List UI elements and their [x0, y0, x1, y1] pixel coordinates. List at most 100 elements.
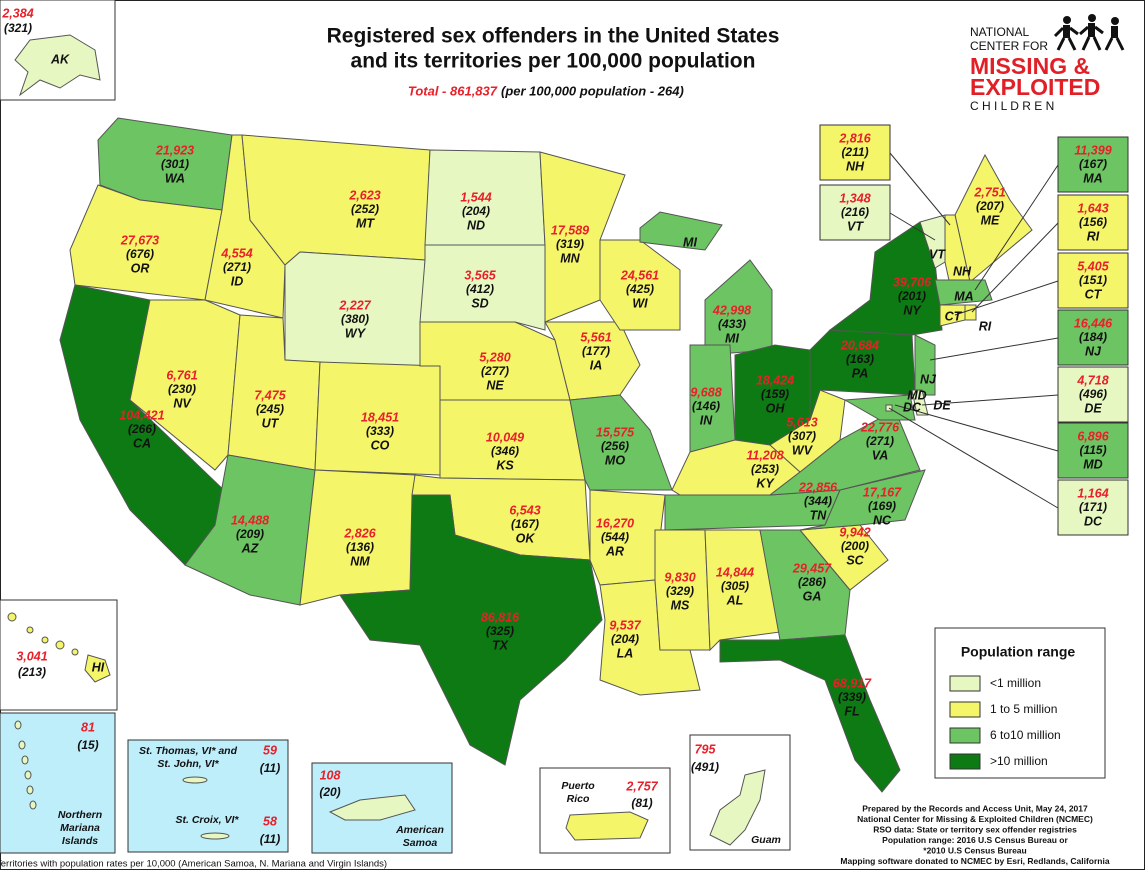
state-rate: (307)	[788, 429, 816, 443]
leader-line	[889, 152, 951, 226]
state-count: 22,776	[860, 420, 900, 434]
state-abbr: MN	[560, 251, 580, 265]
territory-rate: (491)	[691, 760, 719, 774]
state-rate: (271)	[866, 434, 894, 448]
state-rate: (496)	[1079, 387, 1107, 401]
state-rate: (213)	[18, 665, 46, 679]
legend-title: Population range	[961, 644, 1076, 660]
state-abbr: NM	[350, 554, 370, 568]
state-count: 15,575	[596, 425, 635, 439]
state-rate: (211)	[841, 145, 868, 159]
credit-line: Population range: 2016 U.S Census Bureau…	[882, 835, 1068, 845]
logo-text: EXPLOITED	[970, 74, 1100, 100]
state-rate: (339)	[838, 690, 866, 704]
state-count: 68,917	[833, 676, 872, 690]
legend-swatch	[949, 727, 981, 744]
state-count: 29,457	[792, 561, 832, 575]
leader-line	[929, 337, 1059, 361]
territory-name: Samoa	[403, 837, 438, 849]
legend: Population range <1 million 1 to 5 million…	[934, 627, 1106, 779]
state-abbr: MI	[683, 235, 697, 249]
footnote: Territories with population rates per 10…	[0, 859, 387, 870]
state-count: 6,761	[166, 368, 197, 382]
state	[939, 304, 966, 327]
legend-label: 6 to10 million	[990, 728, 1061, 742]
state-abbr: GA	[803, 589, 822, 603]
title-line: Registered sex offenders in the United S…	[327, 25, 780, 48]
state-abbr: FL	[844, 704, 859, 718]
state-count: 9,830	[664, 570, 695, 584]
state-abbr: MO	[605, 453, 625, 467]
state	[84, 654, 111, 683]
state-abbr: NJ	[1085, 344, 1102, 358]
state-abbr: MS	[671, 598, 690, 612]
state-count: 16,446	[1074, 316, 1113, 330]
logo-text: MISSING &	[970, 53, 1090, 79]
state-abbr: VT	[847, 219, 864, 233]
state	[719, 634, 901, 793]
state-abbr: ND	[467, 218, 485, 232]
callout-box	[819, 124, 891, 181]
state-count: 5,561	[580, 330, 611, 344]
state-count: 39,706	[893, 275, 932, 289]
logo-text: C H I L D R E N	[970, 99, 1054, 113]
state-rate: (321)	[4, 21, 32, 35]
island	[26, 626, 34, 634]
territory-name: Islands	[62, 835, 98, 847]
state-rate: (230)	[168, 382, 196, 396]
leader-line	[888, 407, 1059, 509]
island	[565, 811, 649, 841]
territory-rate: (11)	[260, 832, 280, 846]
state-count: 11,399	[1074, 143, 1111, 157]
territory-name: Guam	[751, 834, 781, 846]
map-abbr: DE	[933, 398, 951, 412]
island	[182, 776, 208, 784]
territory-name: Mariana	[60, 822, 100, 834]
state-count: 5,405	[1077, 259, 1109, 273]
credit-line: RSO data: State or territory sex offende…	[873, 824, 1077, 834]
state-rate: (333)	[366, 424, 394, 438]
state-abbr: HI	[92, 660, 105, 674]
state-count: 86,816	[481, 610, 520, 624]
territory-rate: (81)	[631, 796, 652, 810]
state-count: 17,167	[863, 485, 902, 499]
callout-box	[819, 184, 891, 241]
state-abbr: WY	[345, 326, 367, 340]
state-count: 14,488	[231, 513, 269, 527]
leader-line	[954, 280, 1059, 316]
legend-swatch	[949, 675, 981, 692]
state-count: 22,856	[798, 480, 838, 494]
state-abbr: OK	[516, 531, 536, 545]
territory-count: 58	[263, 814, 277, 828]
territory-name: St. John, VI*	[157, 758, 219, 770]
total: Total - 861,837	[408, 83, 498, 98]
state-rate: (115)	[1079, 443, 1106, 457]
state-abbr: OH	[766, 401, 786, 415]
state-rate: (245)	[256, 402, 284, 416]
state-abbr: VA	[872, 448, 888, 462]
state	[759, 529, 851, 641]
territory-name: St. Croix, VI*	[175, 814, 239, 826]
state-abbr: TX	[492, 638, 509, 652]
state-count: 20,684	[840, 338, 879, 352]
island	[29, 800, 37, 810]
state-count: 3,565	[464, 268, 496, 282]
state-abbr: DC	[1084, 514, 1103, 528]
territory-name: Puerto	[561, 780, 595, 792]
territory-name: Northern	[58, 809, 102, 821]
state-abbr: MI	[725, 331, 739, 345]
state-rate: (346)	[491, 444, 519, 458]
state	[843, 394, 916, 421]
state-abbr: NY	[903, 303, 922, 317]
state-abbr: DE	[1084, 401, 1102, 415]
state-abbr: CA	[133, 436, 151, 450]
state-rate: (252)	[351, 202, 379, 216]
state-count: 5,280	[479, 350, 510, 364]
state	[654, 529, 711, 651]
state-abbr: IA	[590, 358, 603, 372]
map-abbr: NH	[953, 264, 972, 278]
credit-line: Mapping software donated to NCMEC by Esr…	[840, 856, 1109, 866]
state-count: 11,208	[746, 448, 783, 462]
leader-line	[889, 212, 936, 241]
leader-line	[971, 222, 1059, 313]
